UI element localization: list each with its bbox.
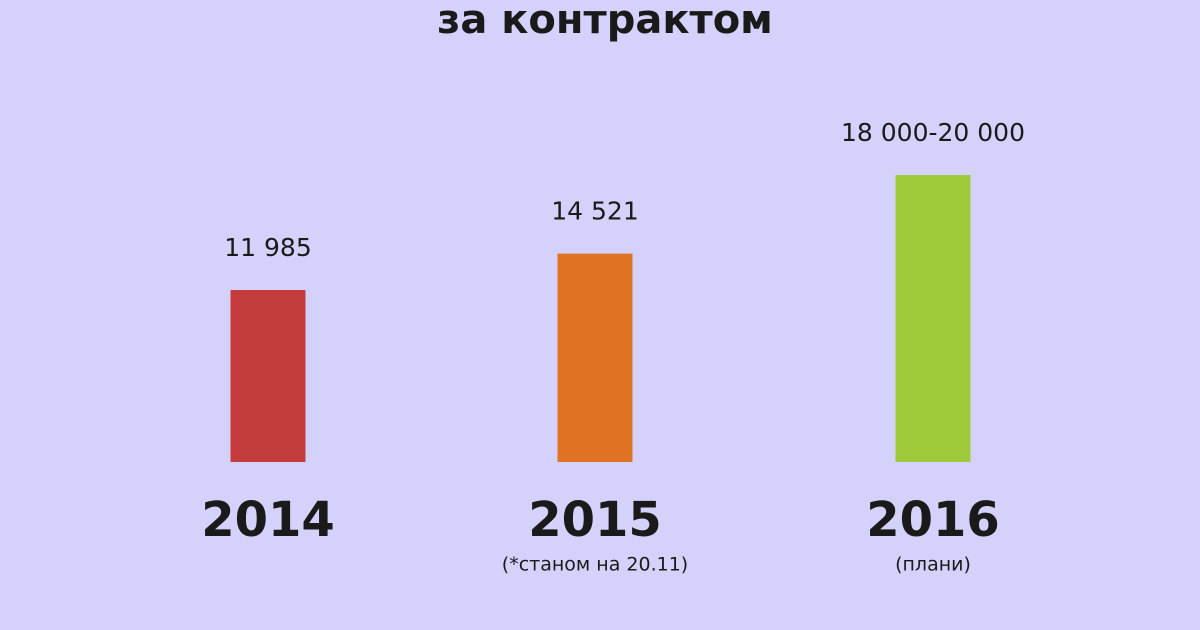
x-tick-label: 2014 <box>201 492 335 548</box>
value-label: 11 985 <box>224 233 311 262</box>
bar <box>230 290 306 462</box>
x-tick-label: 2015 <box>528 492 662 548</box>
category-note: (плани) <box>895 554 971 576</box>
bar <box>557 253 633 462</box>
value-label: 14 521 <box>551 197 638 226</box>
value-label: 18 000-20 000 <box>841 118 1025 147</box>
bar <box>895 175 971 462</box>
x-tick-label: 2016 <box>866 492 1000 548</box>
category-note: (*станом на 20.11) <box>502 554 688 576</box>
chart-title: за контрактом <box>437 0 773 43</box>
